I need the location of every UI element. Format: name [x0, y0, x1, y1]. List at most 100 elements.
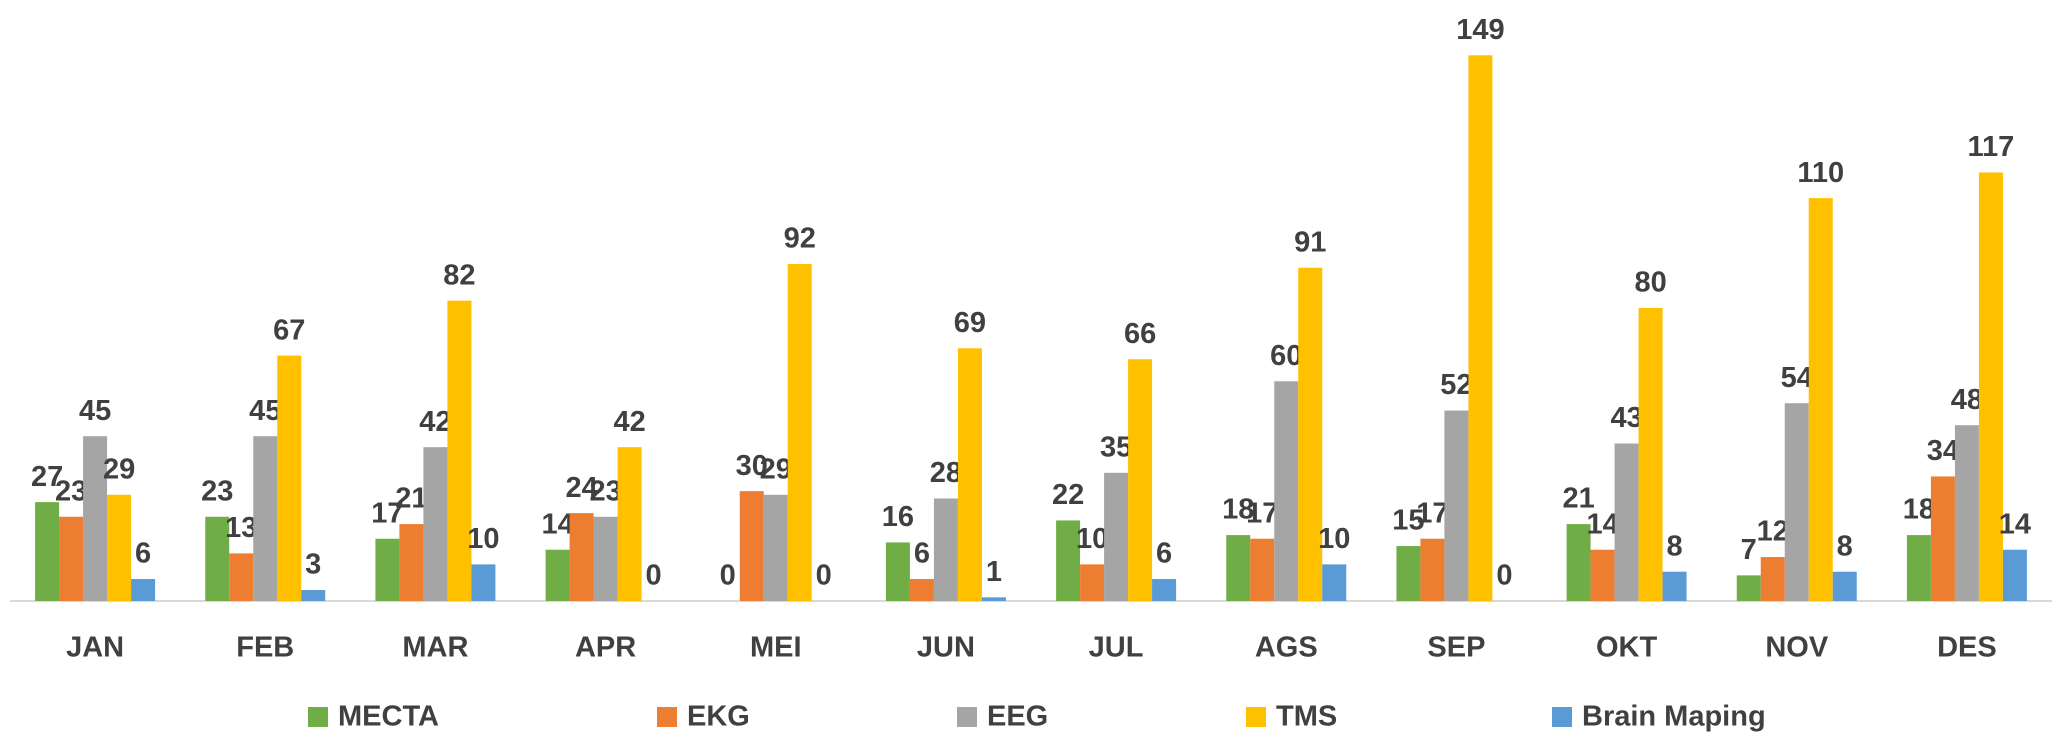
bar	[1396, 546, 1421, 601]
data-label: 17	[1246, 497, 1278, 529]
data-label: 30	[736, 450, 768, 482]
data-label: 7	[1741, 534, 1757, 566]
data-label: 10	[1318, 523, 1350, 555]
legend-swatch	[1246, 707, 1266, 727]
bar	[375, 538, 400, 601]
x-tick-label: FEB	[236, 632, 294, 664]
data-label: 10	[467, 523, 499, 555]
legend-swatch	[1552, 707, 1572, 727]
x-tick-label: APR	[575, 632, 636, 664]
data-label: 0	[720, 560, 736, 592]
bar	[1226, 535, 1251, 601]
data-label: 117	[1968, 131, 2015, 163]
data-label: 66	[1124, 318, 1156, 350]
data-label: 52	[1440, 369, 1472, 401]
bar	[1420, 538, 1445, 601]
data-label: 14	[1586, 508, 1618, 540]
bar	[1978, 172, 2003, 602]
data-label: 27	[31, 461, 63, 493]
legend-label: EEG	[987, 701, 1048, 733]
data-label: 54	[1781, 362, 1813, 394]
data-label: 17	[371, 497, 403, 529]
data-label: 1	[986, 556, 1002, 588]
data-label: 17	[1416, 497, 1448, 529]
bar	[739, 491, 764, 601]
x-tick-label: SEP	[1427, 632, 1485, 664]
data-label: 43	[1610, 402, 1642, 434]
bar	[545, 549, 570, 601]
bar	[1080, 564, 1105, 601]
bar	[301, 590, 326, 601]
data-label: 110	[1797, 157, 1844, 189]
bar	[1760, 557, 1785, 601]
data-label: 149	[1456, 14, 1504, 46]
bar	[593, 516, 618, 601]
bar	[1322, 564, 1347, 601]
bar	[787, 264, 812, 601]
data-label: 92	[784, 223, 816, 255]
x-tick-label: MEI	[750, 632, 802, 664]
data-label: 28	[930, 457, 962, 489]
data-label: 12	[1757, 516, 1789, 548]
bar	[1152, 579, 1177, 601]
data-label: 42	[613, 406, 645, 438]
data-label: 82	[443, 259, 475, 291]
bar	[107, 494, 132, 601]
bar	[1128, 359, 1153, 601]
legend-swatch	[957, 707, 977, 727]
bar	[1566, 524, 1591, 601]
bar	[1104, 472, 1129, 601]
data-label: 6	[914, 538, 930, 570]
bar	[471, 564, 496, 601]
bar	[763, 494, 788, 601]
legend-label: Brain Maping	[1582, 701, 1766, 733]
x-tick-label: NOV	[1765, 632, 1829, 664]
bar	[2002, 549, 2027, 601]
data-label: 0	[1496, 560, 1512, 592]
bar	[933, 498, 958, 601]
data-label: 23	[589, 475, 621, 507]
bar	[1614, 443, 1639, 601]
x-tick-label: JUN	[917, 632, 975, 664]
x-tick-label: DES	[1937, 632, 1997, 664]
bar	[35, 502, 60, 601]
bar	[1298, 267, 1323, 601]
bar	[205, 516, 230, 601]
data-label: 14	[541, 508, 573, 540]
data-label: 29	[760, 453, 792, 485]
bar	[1832, 571, 1857, 601]
data-label: 29	[103, 453, 135, 485]
bar	[277, 355, 302, 601]
bar	[131, 579, 156, 601]
data-label: 45	[79, 395, 111, 427]
bar	[229, 553, 254, 601]
bar	[253, 436, 278, 601]
bar	[1468, 55, 1493, 602]
data-label: 22	[1052, 479, 1084, 511]
legend-swatch	[657, 707, 677, 727]
data-label: 15	[1392, 505, 1424, 537]
x-tick-label: JAN	[66, 632, 124, 664]
bar	[1590, 549, 1615, 601]
data-label: 67	[273, 314, 305, 346]
data-label: 10	[1076, 523, 1108, 555]
x-tick-label: MAR	[402, 632, 468, 664]
bar	[1444, 410, 1469, 601]
data-label: 3	[305, 549, 321, 581]
bar	[423, 447, 448, 601]
data-label: 24	[565, 472, 597, 504]
bar	[1638, 308, 1663, 601]
x-tick-label: JUL	[1089, 632, 1144, 664]
bar	[399, 524, 424, 601]
x-tick-label: AGS	[1255, 632, 1318, 664]
bar	[909, 579, 934, 601]
data-label: 18	[1903, 494, 1935, 526]
data-label: 60	[1270, 340, 1302, 372]
bar	[1662, 571, 1687, 601]
data-label: 69	[954, 307, 986, 339]
data-label: 21	[395, 483, 427, 515]
bar	[1784, 403, 1809, 601]
bar	[569, 513, 594, 601]
legend-swatch	[308, 707, 328, 727]
